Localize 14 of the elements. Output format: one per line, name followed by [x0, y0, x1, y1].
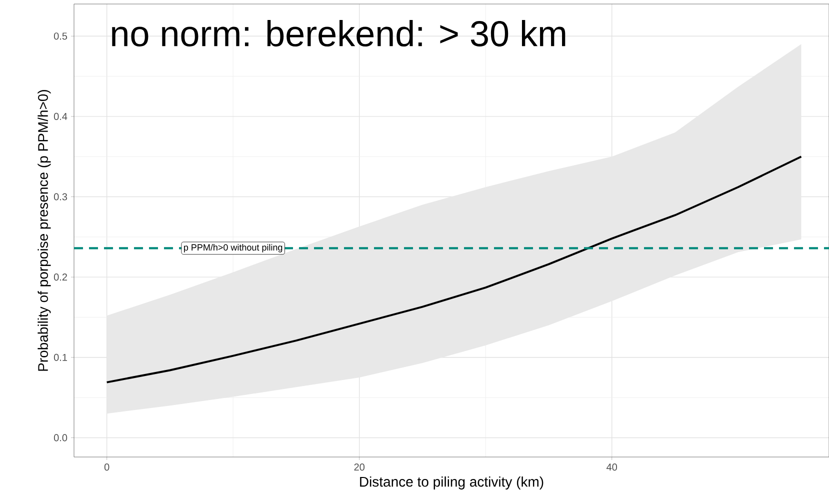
line-series	[106, 156, 802, 384]
x-tick-label: 20	[354, 464, 365, 471]
y-tick-label: 0.1	[54, 354, 67, 361]
y-tick-label: 0.2	[54, 274, 67, 281]
y-tick-label: 0.4	[54, 112, 68, 120]
y-axis-title: Probability of porpoise presence (p PPM/h>0)	[38, 90, 51, 371]
y-tick-label: 0.3	[54, 193, 68, 200]
annotation: p PPM/h>0 without piling	[184, 244, 282, 252]
y-tick-label: 0.5	[54, 32, 68, 40]
y-tick-label: 0.0	[54, 434, 68, 442]
x-tick-label: 0	[104, 464, 110, 471]
chart-title: no norm: berekend: > 30 km	[112, 20, 566, 46]
x-tick-label: 40	[606, 464, 618, 471]
x-axis-title: Distance to piling activity (km)	[360, 476, 544, 490]
